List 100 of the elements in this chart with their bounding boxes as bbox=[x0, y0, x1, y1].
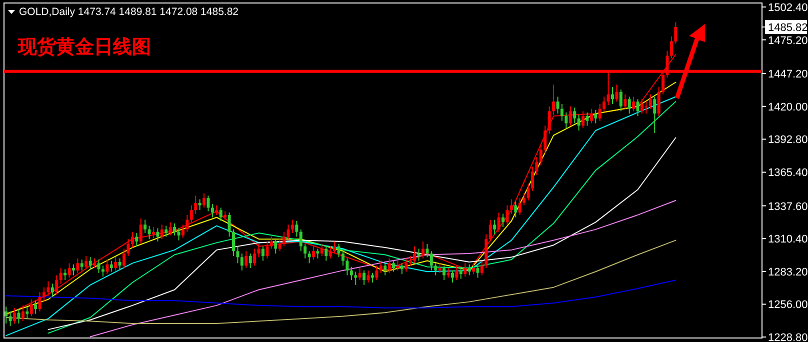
y-tick-label: 1475.20 bbox=[768, 34, 808, 47]
line-series bbox=[48, 137, 676, 330]
candlestick bbox=[160, 224, 164, 240]
candlestick bbox=[190, 204, 193, 223]
y-tick-label: 1337.60 bbox=[768, 200, 808, 213]
candlestick bbox=[97, 259, 100, 274]
candlestick bbox=[126, 238, 130, 256]
candlestick bbox=[366, 270, 370, 284]
candlestick bbox=[518, 198, 522, 216]
candlestick bbox=[299, 228, 302, 252]
candlestick bbox=[17, 308, 20, 324]
candlestick bbox=[274, 238, 278, 254]
candlestick bbox=[266, 240, 269, 259]
y-tick-label: 1447.20 bbox=[768, 68, 808, 81]
y-tick-label: 1485.82 bbox=[768, 22, 808, 34]
candlestick bbox=[510, 198, 513, 214]
candlestick bbox=[240, 253, 244, 271]
candlestick bbox=[350, 266, 353, 281]
candlestick bbox=[261, 246, 264, 262]
candlestick bbox=[544, 125, 547, 154]
candlestick bbox=[253, 248, 256, 266]
candlestick bbox=[514, 201, 518, 218]
candlestick bbox=[106, 259, 109, 275]
candlestick bbox=[459, 268, 462, 280]
candlestick bbox=[611, 86, 614, 104]
y-tick-label: 1502.40 bbox=[768, 2, 808, 14]
candlestick bbox=[450, 270, 454, 284]
candlestick bbox=[640, 98, 644, 114]
candlestick bbox=[130, 231, 134, 248]
candlestick bbox=[560, 103, 564, 122]
candlestick bbox=[404, 258, 408, 272]
candlestick bbox=[186, 214, 189, 232]
candlestick bbox=[530, 166, 534, 192]
candlestick bbox=[270, 236, 273, 250]
candlestick bbox=[632, 96, 636, 112]
candlestick bbox=[59, 268, 62, 284]
candlestick bbox=[564, 112, 568, 129]
candlestick bbox=[308, 250, 311, 264]
candlestick bbox=[248, 253, 252, 269]
candlestick bbox=[522, 192, 526, 206]
candlestick bbox=[34, 300, 38, 314]
candlestick bbox=[346, 258, 349, 276]
candlestick bbox=[526, 183, 530, 201]
candlestick bbox=[206, 195, 210, 212]
candlestick bbox=[320, 243, 324, 256]
candlestick bbox=[278, 238, 282, 252]
candlestick bbox=[548, 106, 551, 135]
candlestick bbox=[379, 260, 382, 274]
candlestick bbox=[657, 86, 660, 117]
candlestick bbox=[392, 260, 396, 272]
candlestick bbox=[46, 280, 50, 296]
candlestick bbox=[177, 228, 180, 241]
candlestick bbox=[4, 306, 8, 324]
candlestick bbox=[26, 306, 29, 320]
candlestick bbox=[152, 226, 155, 238]
candlestick bbox=[624, 94, 627, 110]
candlestick bbox=[582, 110, 585, 129]
candlestick bbox=[653, 96, 656, 134]
candlestick bbox=[455, 265, 458, 281]
y-tick-label: 1420.00 bbox=[768, 101, 808, 114]
candlestick bbox=[539, 144, 542, 166]
candlestick bbox=[168, 222, 172, 236]
candlestick bbox=[232, 228, 236, 256]
candlestick bbox=[114, 256, 118, 271]
candlestick bbox=[568, 106, 572, 126]
candlestick bbox=[215, 204, 218, 216]
candlestick bbox=[426, 243, 429, 258]
y-tick-label: 1283.20 bbox=[768, 266, 808, 278]
candlestick bbox=[590, 108, 593, 124]
candlestick bbox=[648, 94, 652, 110]
candlestick bbox=[337, 243, 340, 258]
y-tick-label: 1310.40 bbox=[768, 234, 808, 246]
candlestick bbox=[76, 258, 80, 274]
candlestick bbox=[8, 310, 12, 326]
candlestick bbox=[228, 212, 231, 238]
candlestick bbox=[257, 243, 260, 258]
annotation: GOLD,Daily 1473.74 1489.81 1472.08 1485.82 bbox=[19, 6, 239, 18]
candlestick bbox=[497, 212, 500, 232]
candlestick bbox=[573, 107, 576, 124]
y-tick-label: 1228.80 bbox=[768, 332, 808, 342]
candlestick bbox=[42, 286, 46, 302]
candlestick bbox=[442, 265, 446, 281]
candlestick bbox=[173, 222, 176, 236]
candlestick bbox=[396, 260, 400, 271]
line-series bbox=[6, 240, 676, 324]
candlestick bbox=[362, 270, 366, 286]
candlestick bbox=[236, 246, 240, 264]
candlestick bbox=[644, 101, 648, 114]
candlestick bbox=[304, 243, 307, 259]
candlestick bbox=[156, 228, 160, 242]
candlestick bbox=[139, 218, 142, 244]
candlestick bbox=[464, 262, 467, 277]
candlestick bbox=[181, 224, 184, 238]
candlestick bbox=[282, 231, 286, 247]
candlestick bbox=[202, 192, 206, 208]
line-series bbox=[90, 200, 676, 338]
candlestick bbox=[286, 224, 290, 240]
candlestick bbox=[295, 220, 298, 238]
candlestick bbox=[341, 250, 344, 266]
candlestick bbox=[164, 225, 168, 238]
